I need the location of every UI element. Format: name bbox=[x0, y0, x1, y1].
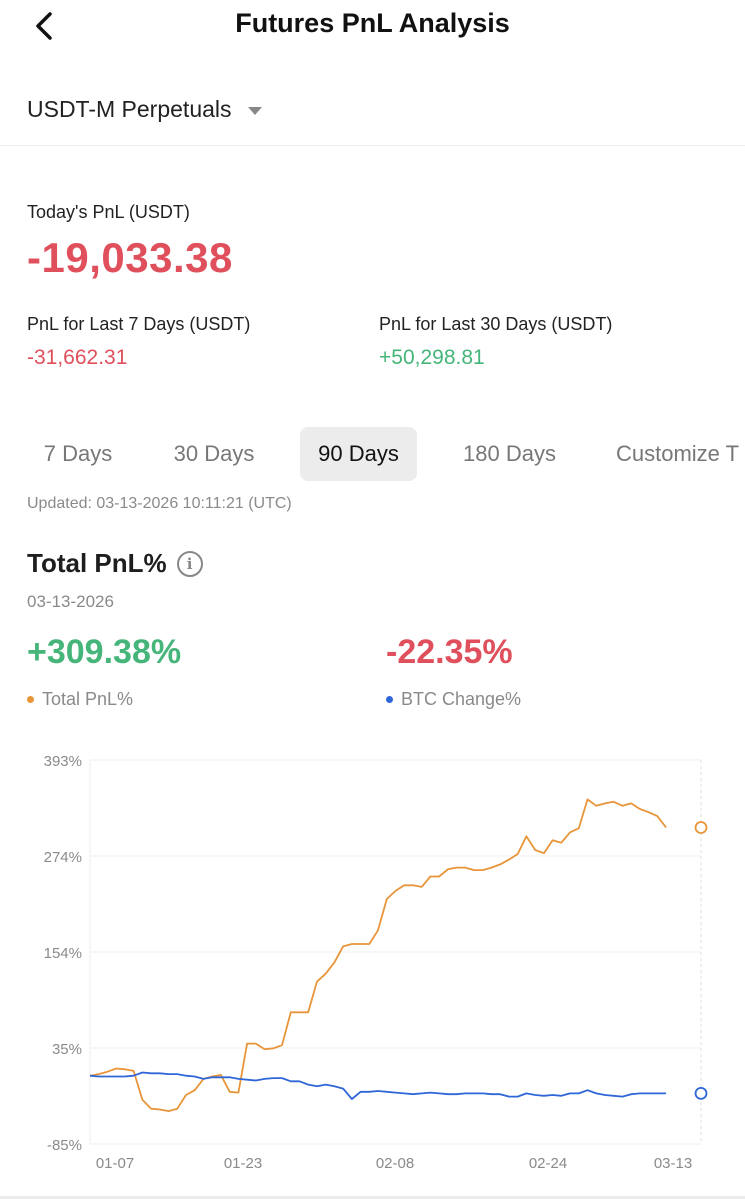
y-tick-label: -85% bbox=[47, 1137, 82, 1154]
legend-btc-change: BTC Change% bbox=[386, 689, 521, 710]
x-tick-label: 01-07 bbox=[96, 1155, 134, 1172]
tab-90-days[interactable]: 90 Days bbox=[300, 427, 417, 481]
total-pnl-heading: Total PnL% i bbox=[27, 548, 203, 579]
tab-180-days[interactable]: 180 Days bbox=[463, 441, 556, 466]
total-pnl-series-line bbox=[89, 798, 667, 1113]
btc-change-series-line bbox=[89, 1071, 667, 1100]
today-pnl-label: Today's PnL (USDT) bbox=[27, 202, 190, 222]
y-tick-label: 154% bbox=[44, 945, 82, 962]
x-tick-label: 02-24 bbox=[529, 1155, 567, 1172]
info-icon[interactable]: i bbox=[176, 550, 203, 577]
total-pnl-date: 03-13-2026 bbox=[27, 592, 114, 611]
updated-timestamp: Updated: 03-13-2026 10:11:21 (UTC) bbox=[27, 495, 292, 512]
legend-total-pnl: Total PnL% bbox=[27, 689, 133, 710]
y-tick-label: 35% bbox=[52, 1041, 82, 1058]
today-pnl-value: -19,033.38 bbox=[27, 234, 233, 281]
last7-pnl-label: PnL for Last 7 Days (USDT) bbox=[27, 314, 251, 334]
back-button[interactable] bbox=[30, 8, 66, 44]
y-tick-label: 274% bbox=[44, 849, 82, 866]
legend-dot-blue-icon bbox=[386, 696, 393, 703]
last30-pnl-label: PnL for Last 30 Days (USDT) bbox=[379, 314, 613, 334]
last30-pnl-value: +50,298.81 bbox=[379, 346, 485, 369]
x-tick-label: 01-23 bbox=[224, 1155, 262, 1172]
legend-total-label: Total PnL% bbox=[42, 689, 134, 709]
legend-btc-label: BTC Change% bbox=[401, 689, 522, 709]
tab-7-days[interactable]: 7 Days bbox=[43, 441, 113, 466]
btc-change-value: -22.35% bbox=[386, 633, 513, 671]
divider bbox=[0, 145, 745, 146]
tab-customize[interactable]: Customize T bbox=[616, 441, 740, 466]
y-tick-label: 393% bbox=[44, 753, 82, 770]
x-tick-label: 03-13 bbox=[654, 1155, 692, 1172]
pnl-line-chart[interactable]: 393% 274% 154% 35% -85% 01-07 01-23 02-08 02-24 0… bbox=[0, 740, 745, 1180]
x-tick-label: 02-08 bbox=[376, 1155, 414, 1172]
btc-change-end-marker bbox=[694, 1086, 708, 1100]
total-pnl-title: Total PnL% bbox=[27, 548, 167, 578]
last7-pnl-value: -31,662.31 bbox=[27, 346, 128, 369]
chevron-left-icon bbox=[36, 12, 52, 40]
bottom-divider bbox=[0, 1196, 745, 1199]
legend-dot-orange-icon bbox=[27, 696, 34, 703]
total-pnl-end-marker bbox=[694, 821, 708, 834]
market-selector-label: USDT-M Perpetuals bbox=[27, 96, 232, 122]
page-title: Futures PnL Analysis bbox=[235, 8, 510, 38]
total-pnl-value: +309.38% bbox=[27, 633, 182, 671]
caret-down-icon bbox=[247, 106, 262, 115]
period-tabs: 7 Days 30 Days 90 Days 180 Days Customiz… bbox=[0, 427, 745, 483]
tab-30-days[interactable]: 30 Days bbox=[173, 441, 255, 466]
market-selector[interactable]: USDT-M Perpetuals bbox=[27, 96, 262, 123]
